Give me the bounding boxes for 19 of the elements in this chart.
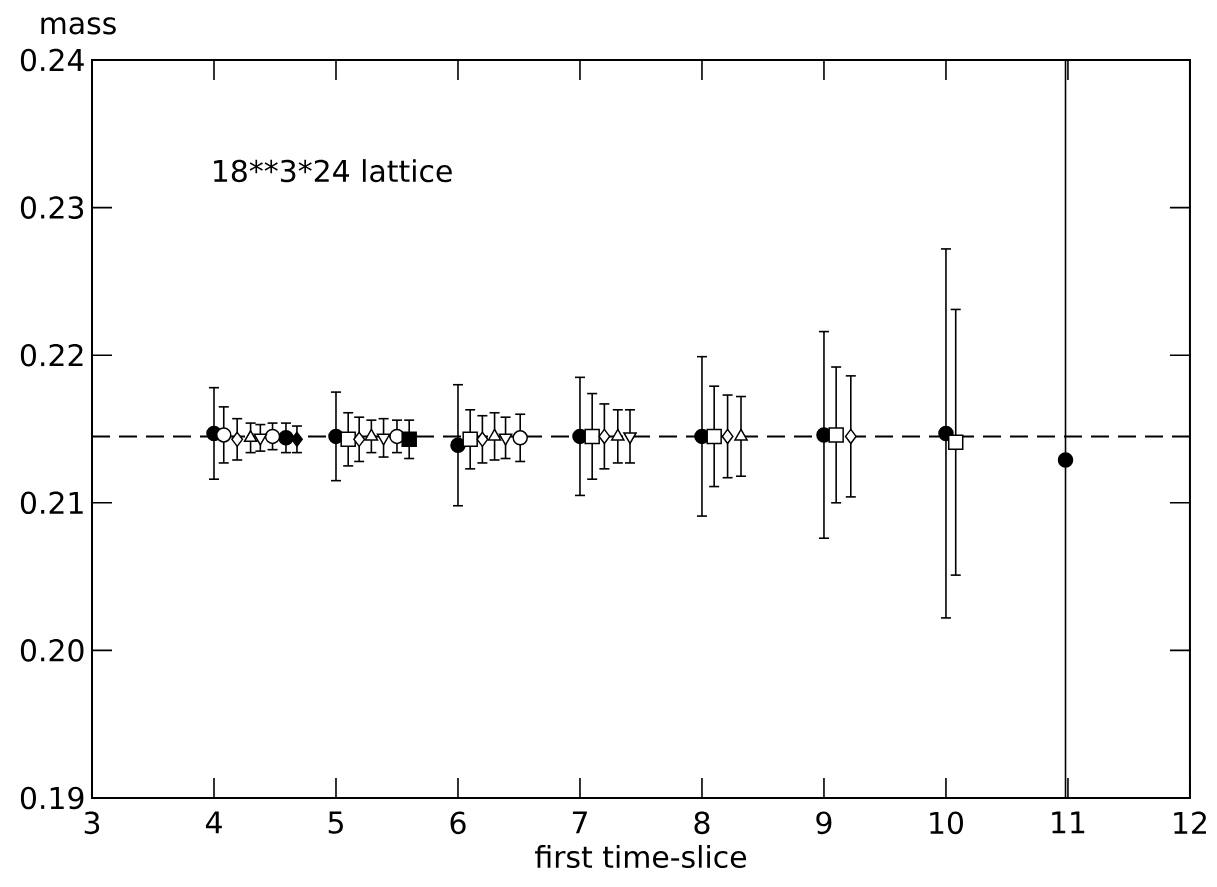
- y-tick-label: 0.24: [20, 48, 84, 72]
- y-tick-label: 0.23: [20, 196, 84, 219]
- x-tick-label: 9: [816, 811, 832, 835]
- y-axis-title: mass: [41, 17, 116, 35]
- x-tick-label: 8: [694, 811, 710, 835]
- x-tick-label: 4: [205, 811, 222, 834]
- y-tick-label: 0.22: [20, 343, 83, 367]
- annotation: 18**3*24 lattice: [214, 159, 452, 183]
- x-tick-label: 3: [84, 811, 100, 835]
- x-tick-label: 7: [572, 811, 587, 834]
- x-tick-label: 12: [1174, 811, 1206, 834]
- x-tick-label: 5: [328, 811, 343, 834]
- x-tick-label: 10: [930, 811, 963, 835]
- x-tick-label: 6: [450, 811, 466, 835]
- x-axis-title: first time-slice: [535, 844, 746, 869]
- y-tick-label: 0.20: [20, 639, 84, 662]
- x-tick-label: 11: [1052, 811, 1085, 834]
- y-tick-label: 0.19: [20, 786, 84, 810]
- y-tick-label: 0.21: [20, 491, 83, 515]
